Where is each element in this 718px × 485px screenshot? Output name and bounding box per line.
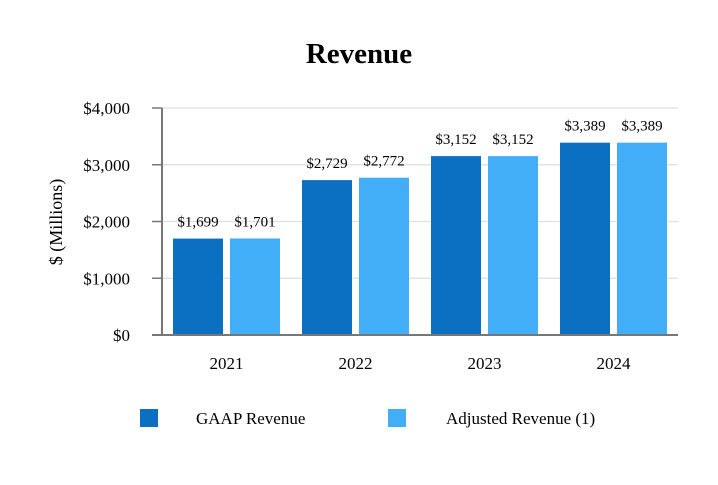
axes: [152, 107, 678, 336]
data-label: $3,152: [492, 132, 533, 148]
x-tick-label: 2022: [339, 354, 373, 373]
y-tick-label: $0: [113, 326, 130, 345]
data-label: $2,729: [306, 156, 347, 172]
data-label: $1,701: [234, 214, 275, 230]
data-label: $3,389: [621, 119, 662, 135]
legend-swatch-gaap: [140, 409, 158, 427]
bar-2021-adjusted: [230, 238, 280, 335]
chart-title: Revenue: [306, 38, 412, 70]
y-axis-label: $ (Millions): [46, 179, 67, 266]
legend-label-adjusted: Adjusted Revenue (1): [446, 409, 595, 428]
x-tick-label: 2024: [597, 354, 632, 373]
legend: GAAP Revenue Adjusted Revenue (1): [140, 409, 595, 428]
data-label: $3,152: [435, 132, 476, 148]
bar-2023-adjusted: [488, 156, 538, 335]
data-label: $1,699: [177, 215, 218, 231]
bar-2021-gaap: [173, 238, 223, 335]
bar-2023-gaap: [431, 156, 481, 335]
bar-2022-gaap: [302, 180, 352, 335]
tick-labels: $0 $1,000 $2,000 $3,000 $4,000 2021 2022 2023 20…: [83, 99, 631, 373]
y-tick-label: $2,000: [83, 213, 130, 232]
data-label: $3,389: [564, 119, 605, 135]
bar-2022-adjusted: [359, 177, 409, 335]
y-tick-label: $3,000: [83, 156, 130, 175]
legend-label-gaap: GAAP Revenue: [196, 409, 305, 428]
bar-2024-gaap: [560, 142, 610, 335]
x-tick-label: 2021: [210, 354, 244, 373]
legend-swatch-adjusted: [388, 409, 406, 427]
bars: [173, 142, 667, 335]
x-tick-label: 2023: [468, 354, 502, 373]
bar-2024-adjusted: [617, 142, 667, 335]
data-labels: $1,699 $1,701 $2,729 $2,772 $3,152 $3,152 $3,3…: [177, 119, 662, 231]
y-tick-label: $4,000: [83, 99, 130, 118]
data-label: $2,772: [363, 154, 404, 170]
y-tick-label: $1,000: [83, 269, 130, 288]
